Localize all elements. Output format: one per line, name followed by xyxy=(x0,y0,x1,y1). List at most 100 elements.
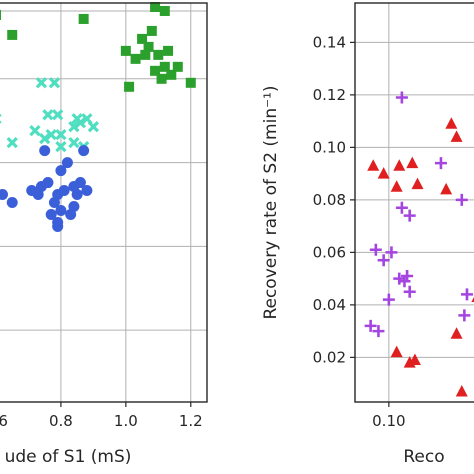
data-point-square xyxy=(156,73,167,84)
series-plus xyxy=(364,91,473,338)
data-point-square xyxy=(172,61,183,72)
data-point-square xyxy=(137,33,148,44)
axes-frame xyxy=(354,2,474,403)
data-point-square xyxy=(150,1,161,12)
right-scatter-panel: 0.10 0.02 0.04 0.06 0.08 0.10 0.12 0.14 Reco Reco… xyxy=(261,2,474,467)
data-point-square xyxy=(146,25,157,36)
data-point-circle xyxy=(39,145,51,157)
data-point-circle xyxy=(74,177,86,189)
data-point-square xyxy=(130,53,141,64)
data-point-x xyxy=(68,121,80,133)
y-tick-label: 0.06 xyxy=(313,243,346,261)
data-point-square xyxy=(140,49,151,60)
data-point-plus xyxy=(403,209,416,222)
gridlines xyxy=(0,3,207,402)
data-point-square xyxy=(150,65,161,76)
data-point-triangle xyxy=(390,345,403,358)
data-point-plus xyxy=(401,270,414,282)
data-point-x xyxy=(42,109,54,121)
data-point-square xyxy=(185,77,196,88)
data-point-plus xyxy=(385,246,398,259)
data-point-triangle xyxy=(450,327,463,339)
data-point-x xyxy=(35,77,48,89)
x-tick-label: 1.2 xyxy=(179,412,203,430)
data-point-circle xyxy=(61,157,73,169)
data-point-x xyxy=(45,129,57,141)
y-tick-label: 0.08 xyxy=(313,191,346,209)
data-point-circle xyxy=(58,185,70,197)
data-point-x xyxy=(0,113,2,124)
data-point-plus xyxy=(434,157,447,170)
data-point-square xyxy=(153,49,164,60)
series-square xyxy=(0,1,196,92)
x-axis-label: ude of S1 (mS) xyxy=(5,447,132,467)
data-point-circle xyxy=(71,189,83,201)
data-point-plus xyxy=(364,319,377,332)
y-tick-label: 0.14 xyxy=(313,33,346,51)
data-point-triangle xyxy=(450,130,463,142)
data-point-triangle xyxy=(411,177,424,190)
data-point-triangle xyxy=(393,159,406,171)
data-point-square xyxy=(78,13,89,24)
data-point-plus xyxy=(458,309,471,322)
series-triangle xyxy=(367,117,474,397)
data-point-square xyxy=(166,69,177,80)
series-x xyxy=(0,77,100,153)
data-point-x xyxy=(87,121,100,133)
data-point-circle xyxy=(55,165,67,177)
data-point-plus xyxy=(377,254,390,267)
data-point-circle xyxy=(78,145,90,157)
y-tick-label: 0.10 xyxy=(313,138,346,156)
x-tick-label: 1.0 xyxy=(114,412,138,430)
data-point-square xyxy=(159,61,170,72)
data-point-x xyxy=(6,137,18,149)
data-point-plus xyxy=(403,285,416,298)
data-point-plus xyxy=(372,325,385,338)
data-point-square xyxy=(143,41,154,52)
data-point-circle xyxy=(55,204,67,216)
data-point-square xyxy=(124,81,135,92)
data-point-x xyxy=(68,137,80,149)
y-axis-label: Recovery rate of S2 (min⁻¹) xyxy=(261,85,281,319)
data-point-triangle xyxy=(367,159,380,171)
data-point-triangle xyxy=(390,180,403,192)
data-point-circle xyxy=(45,208,57,220)
data-point-square xyxy=(159,5,170,16)
data-point-x xyxy=(52,109,64,121)
data-point-triangle xyxy=(455,385,468,397)
data-point-triangle xyxy=(406,156,419,169)
gridlines xyxy=(355,3,474,402)
data-point-triangle xyxy=(445,117,458,129)
data-point-plus xyxy=(395,91,408,104)
series-circle xyxy=(0,145,93,232)
data-point-plus xyxy=(395,201,408,214)
data-point-triangle xyxy=(440,182,453,195)
data-point-x xyxy=(55,129,67,141)
data-point-x xyxy=(39,133,51,145)
data-point-x xyxy=(48,77,61,89)
data-point-circle xyxy=(0,189,8,201)
x-axis-label: Reco xyxy=(403,447,444,467)
y-tick-label: 0.12 xyxy=(313,86,346,104)
data-point-triangle xyxy=(471,297,474,302)
data-point-plus xyxy=(369,243,382,256)
data-point-circle xyxy=(6,197,18,208)
data-point-circle xyxy=(68,200,80,212)
y-tick-label: 0.04 xyxy=(313,296,346,314)
data-point-x xyxy=(29,125,41,137)
data-point-triangle xyxy=(377,167,390,179)
x-tick-label: 0.10 xyxy=(372,412,405,430)
data-point-plus xyxy=(455,193,468,206)
data-point-circle xyxy=(52,220,64,232)
data-point-square xyxy=(163,45,174,56)
data-point-square xyxy=(7,29,18,40)
data-point-square xyxy=(120,45,131,56)
left-scatter-panel: 0.6 0.8 1.0 1.2 ude of S1 (mS) xyxy=(0,1,208,467)
data-point-plus xyxy=(382,293,395,306)
data-point-x xyxy=(74,117,87,129)
axes-frame xyxy=(0,2,208,403)
data-point-circle xyxy=(81,185,93,197)
data-point-circle xyxy=(42,177,54,189)
data-point-square xyxy=(0,9,1,20)
